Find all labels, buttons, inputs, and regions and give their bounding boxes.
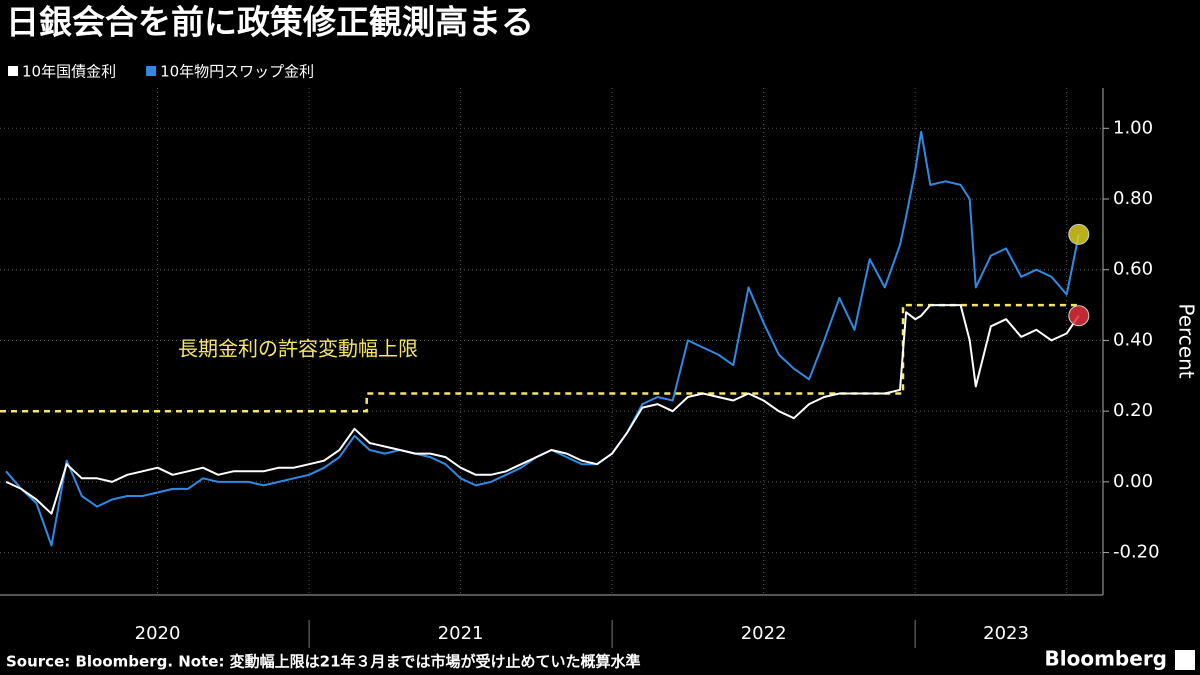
source-note: Source: Bloomberg. Note: 変動幅上限は21年３月までは市… xyxy=(6,653,641,671)
end-marker xyxy=(1068,223,1090,245)
y-tick-label: -0.20 xyxy=(1113,542,1160,563)
x-tick-label: 2022 xyxy=(741,623,787,644)
brand: Bloomberg xyxy=(1045,647,1167,671)
y-tick-label: 0.00 xyxy=(1113,471,1153,492)
cap-line-label: 長期金利の許容変動幅上限 xyxy=(178,337,418,361)
series-line xyxy=(5,304,1080,515)
legend-label: 10年物円スワップ金利 xyxy=(160,63,314,81)
legend-swatch xyxy=(8,66,18,76)
end-marker xyxy=(1068,305,1090,327)
legend-swatch xyxy=(146,66,157,76)
x-tick-label: 2020 xyxy=(135,623,181,644)
x-tick-label: 2021 xyxy=(438,623,484,644)
legend-label: 10年国債金利 xyxy=(22,63,116,81)
y-axis-label: Percent xyxy=(1175,303,1199,378)
y-tick-label: 0.20 xyxy=(1113,400,1153,421)
y-tick-label: 0.60 xyxy=(1113,259,1153,280)
y-tick-label: 1.00 xyxy=(1113,117,1153,138)
x-tick-label: 2023 xyxy=(983,623,1029,644)
y-tick-label: 0.80 xyxy=(1113,188,1153,209)
brand-logo xyxy=(1175,650,1195,670)
y-tick-label: 0.40 xyxy=(1113,329,1153,350)
chart-title: 日銀会合を前に政策修正観測高まる xyxy=(6,3,534,42)
series-line xyxy=(5,130,1080,547)
cap-line xyxy=(0,303,1082,413)
